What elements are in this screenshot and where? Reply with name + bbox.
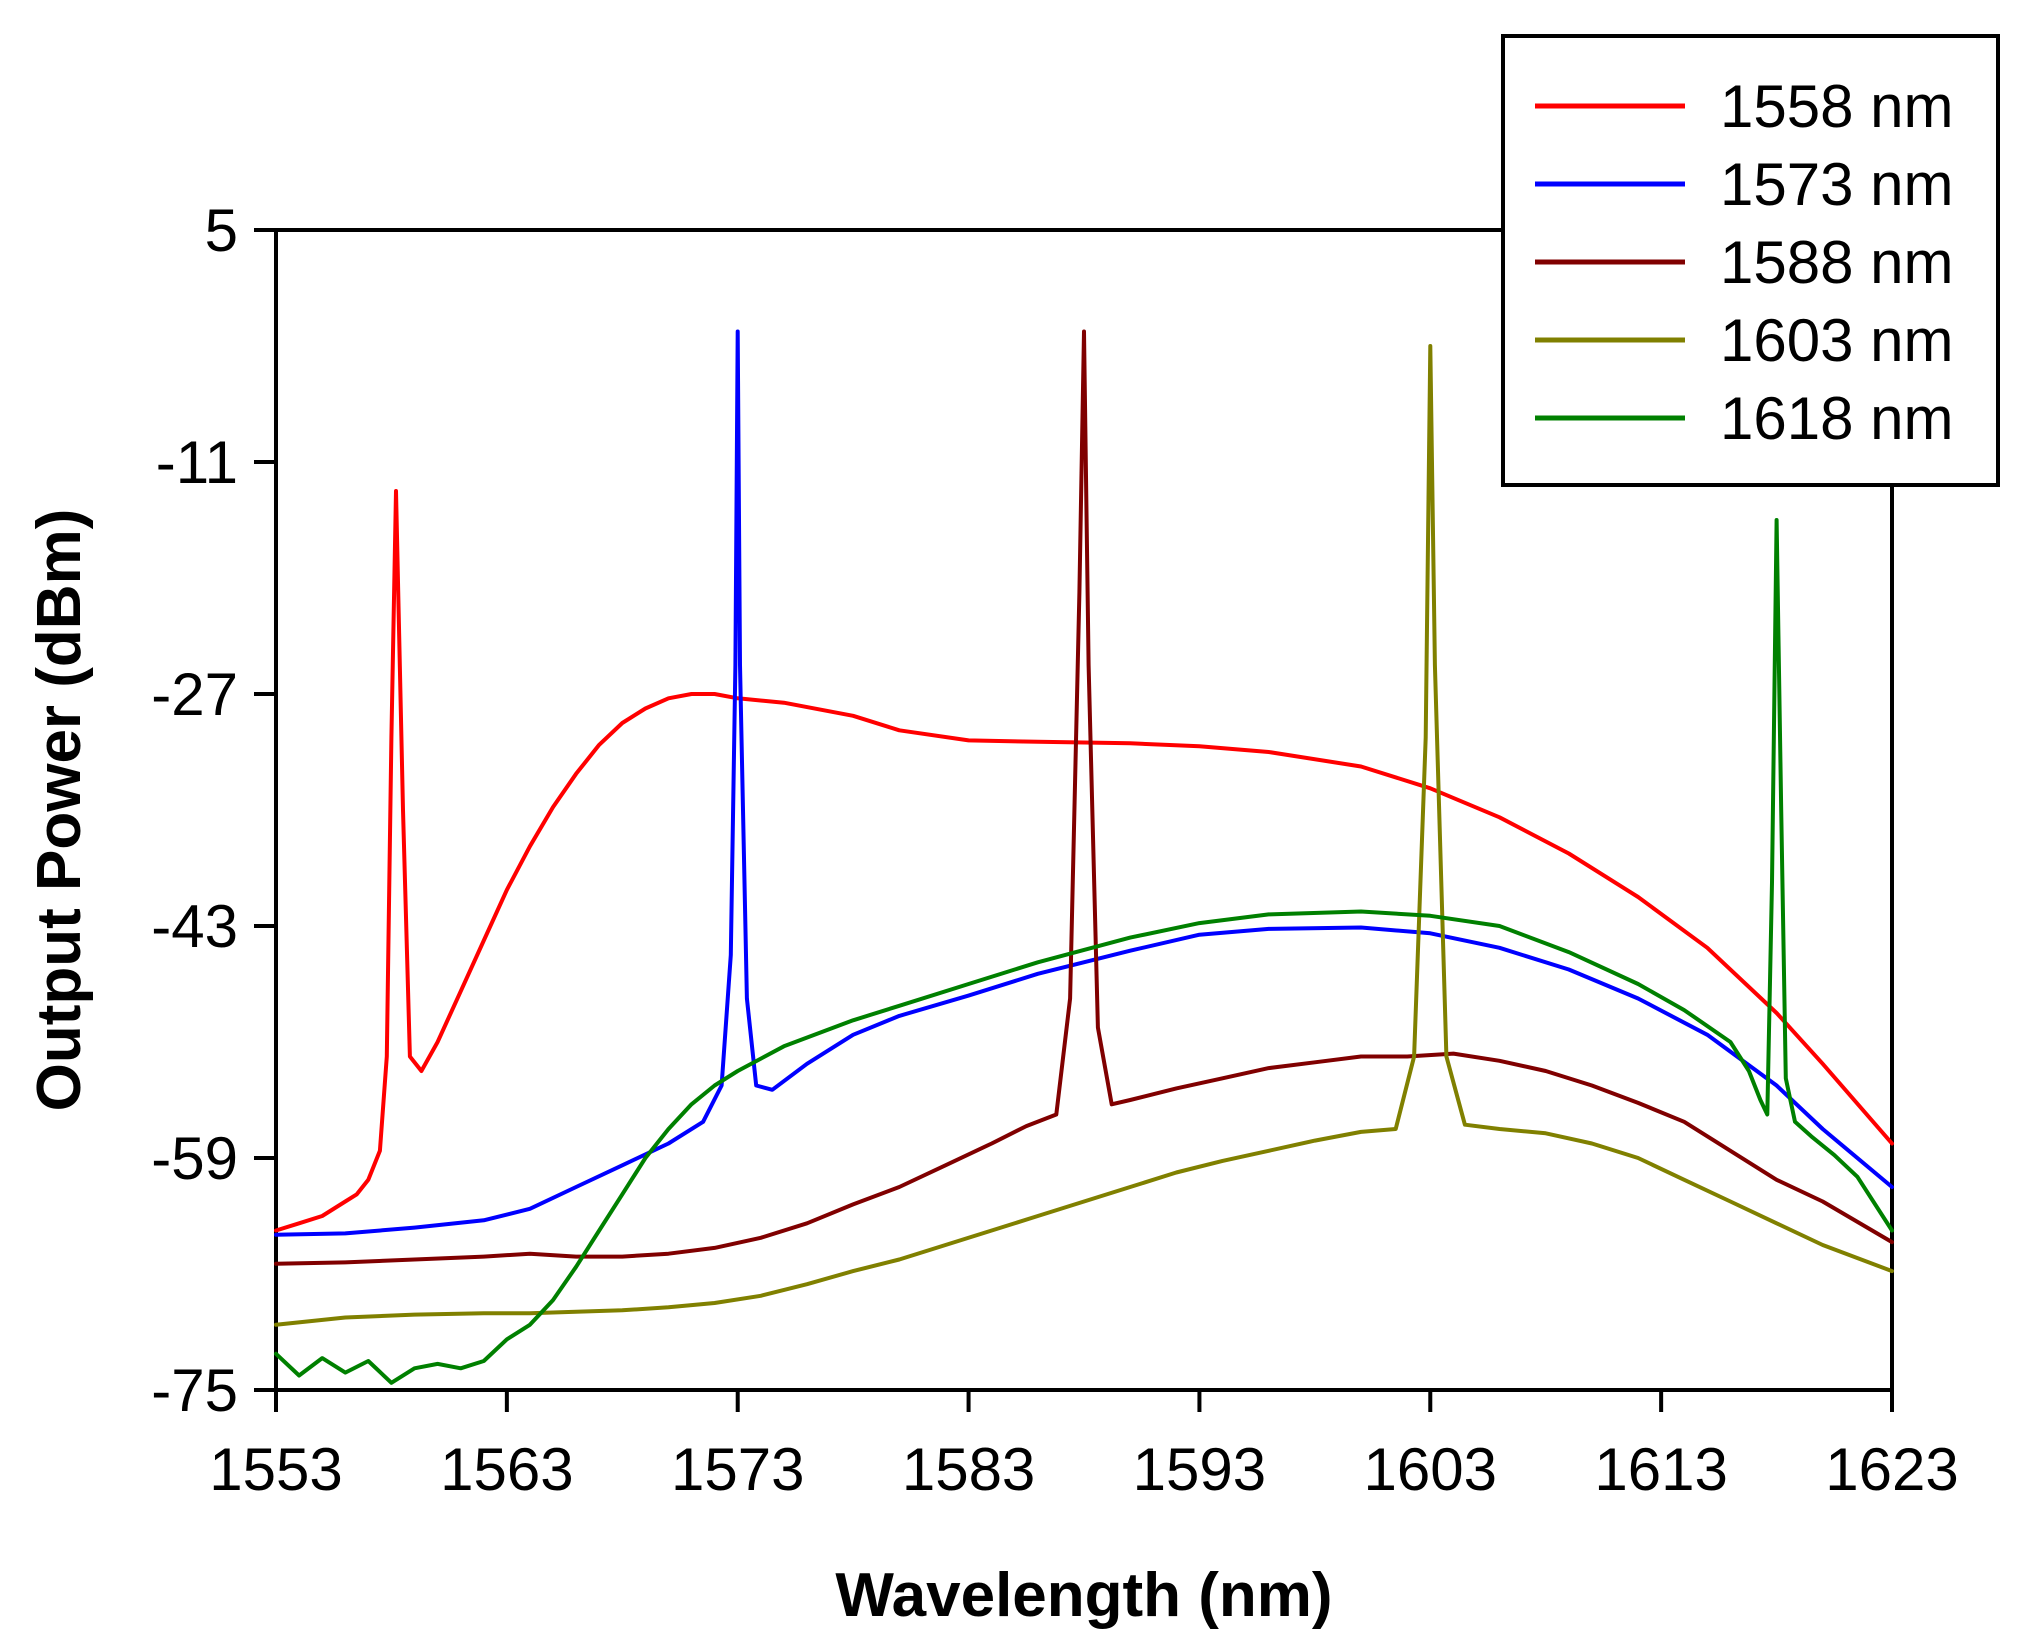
plot-area-frame [274, 228, 1894, 1392]
x-tick-label: 1573 [671, 1436, 804, 1503]
x-tick-label: 1583 [902, 1436, 1035, 1503]
y-tick-label: -75 [151, 1357, 238, 1424]
series-line-1588-nm [274, 329, 1894, 1266]
axis-ticks: 1553 1563 1573 1583 1593 1603 1613 1623 5 -11 -27 -… [151, 197, 1958, 1503]
y-tick-label: -43 [151, 893, 238, 960]
series-line-1618-nm [274, 518, 1894, 1385]
legend-label: 1558 nm [1720, 73, 1954, 140]
y-tick-label: -59 [151, 1125, 238, 1192]
x-tick-label: 1623 [1825, 1436, 1958, 1503]
y-tick-label: -27 [151, 661, 238, 728]
y-axis-title: Output Power (dBm) [25, 509, 94, 1112]
x-tick-label: 1563 [440, 1436, 573, 1503]
series-line-1573-nm [274, 329, 1894, 1237]
legend-label: 1573 nm [1720, 151, 1954, 218]
series-line-1603-nm [274, 344, 1894, 1327]
x-axis-title: Wavelength (nm) [835, 1561, 1332, 1630]
y-tick-label: 5 [205, 197, 238, 264]
x-tick-label: 1553 [209, 1436, 342, 1503]
legend-label: 1588 nm [1720, 229, 1954, 296]
legend: 1558 nm 1573 nm 1588 nm 1603 nm 1618 nm [1501, 34, 2000, 487]
x-tick-label: 1603 [1364, 1436, 1497, 1503]
y-tick-label: -11 [156, 429, 238, 496]
x-tick-label: 1593 [1133, 1436, 1266, 1503]
series-lines [274, 329, 1894, 1385]
x-tick-label: 1613 [1594, 1436, 1727, 1503]
legend-label: 1603 nm [1720, 307, 1954, 374]
series-line-1558-nm [274, 489, 1894, 1233]
legend-label: 1618 nm [1720, 385, 1954, 452]
